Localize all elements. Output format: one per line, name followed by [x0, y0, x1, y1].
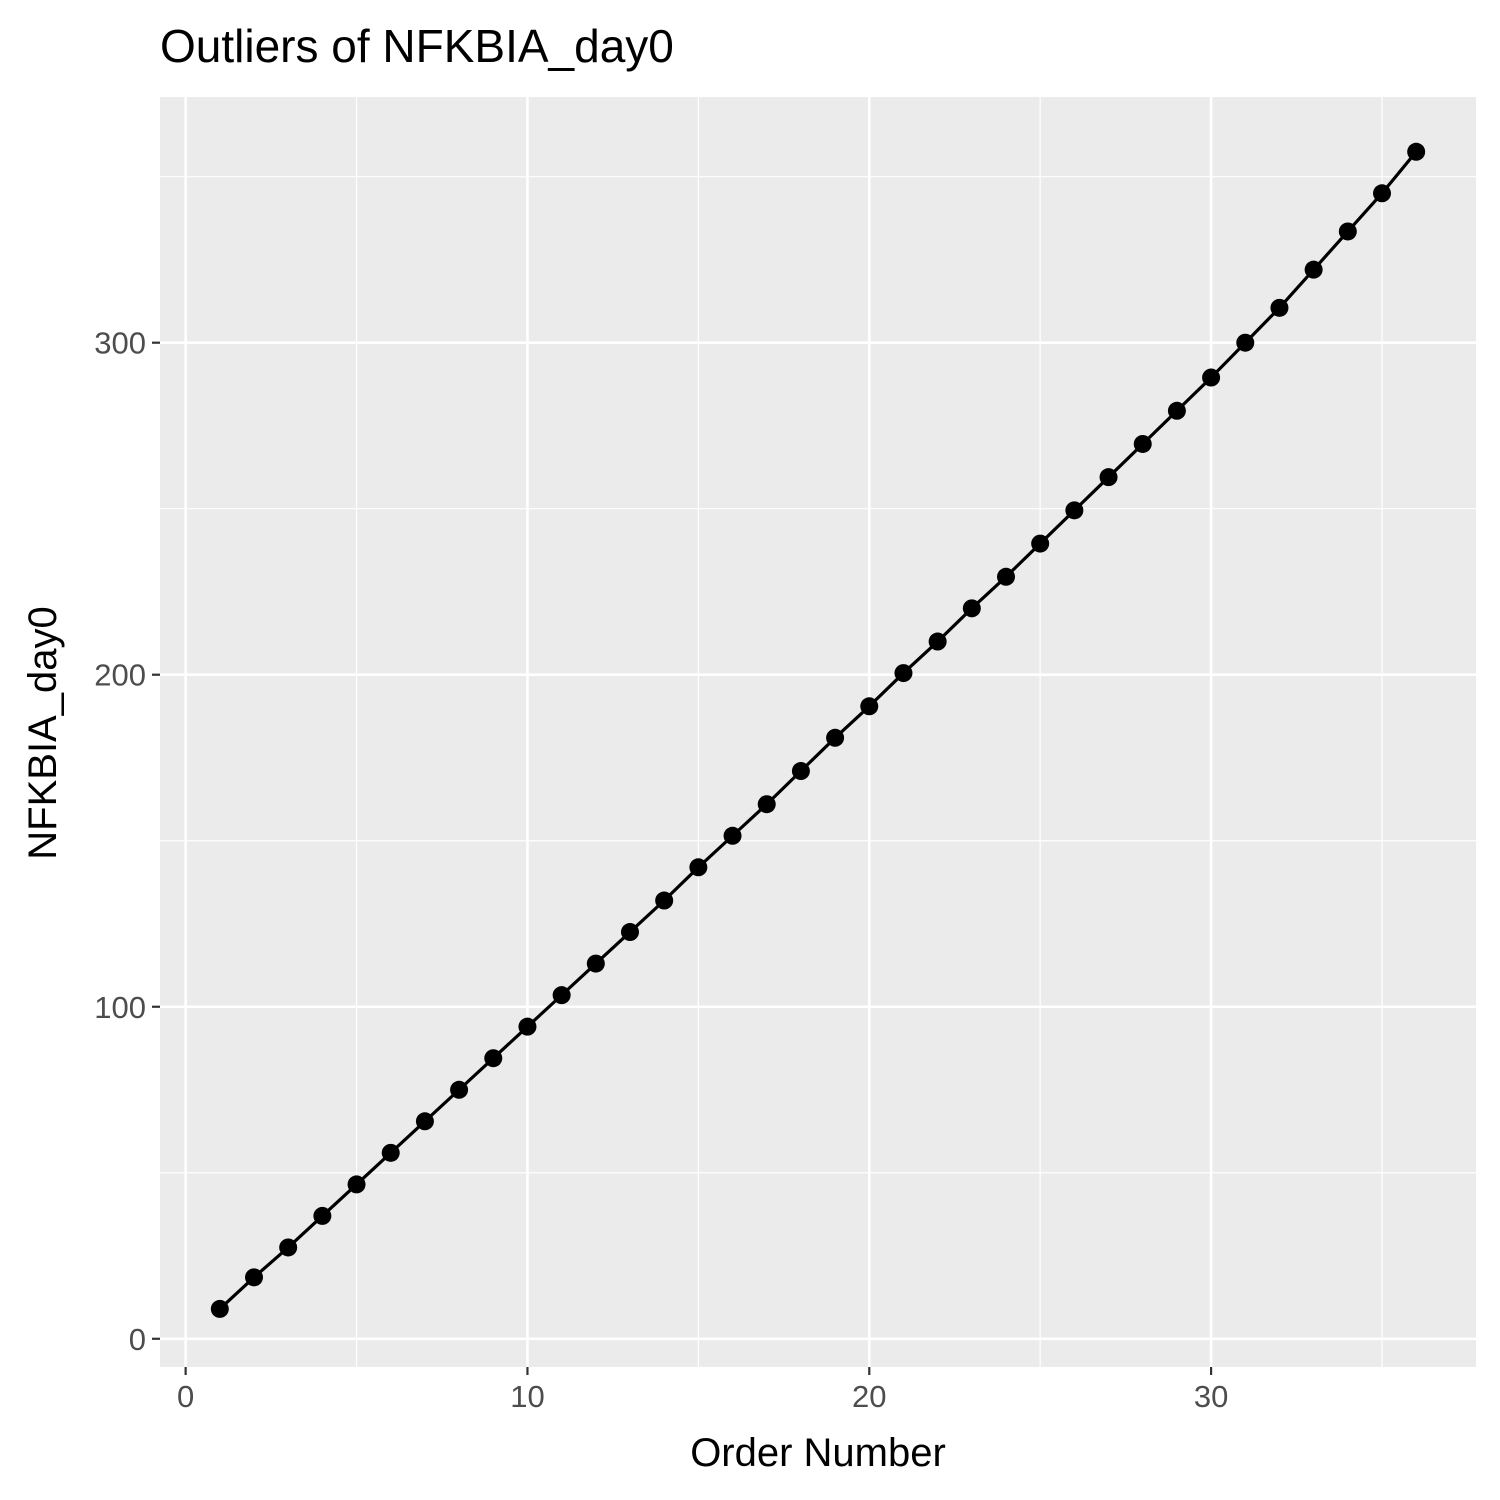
- data-point: [450, 1080, 469, 1099]
- data-point: [1031, 534, 1050, 553]
- major-gridlines: [160, 97, 1476, 1367]
- data-point: [860, 697, 879, 716]
- chart-title: Outliers of NFKBIA_day0: [160, 20, 674, 72]
- data-point: [1338, 222, 1357, 241]
- data-point: [552, 986, 571, 1005]
- data-point: [1202, 368, 1221, 387]
- y-tick-label: 0: [129, 1322, 146, 1357]
- data-point: [1236, 333, 1255, 352]
- data-point: [210, 1299, 229, 1318]
- data-point: [962, 599, 981, 618]
- data-point: [347, 1175, 366, 1194]
- data-point: [1133, 434, 1152, 453]
- data-point: [621, 923, 639, 942]
- y-axis: 0 100 200 300: [94, 326, 160, 1357]
- y-axis-title: NFKBIA_day0: [21, 606, 65, 859]
- x-axis: 0 10 20 30: [177, 1367, 1228, 1414]
- data-point: [313, 1206, 332, 1225]
- data-point: [1373, 184, 1391, 203]
- y-tick-label: 200: [94, 658, 146, 693]
- x-tick-label: 0: [177, 1379, 194, 1414]
- data-point: [1304, 260, 1323, 279]
- data-point: [1099, 468, 1118, 487]
- x-tick-label: 20: [852, 1379, 886, 1414]
- x-tick-label: 10: [510, 1379, 544, 1414]
- data-point: [1167, 401, 1186, 420]
- data-point: [791, 762, 810, 781]
- data-point: [586, 954, 605, 973]
- data-point: [1065, 501, 1084, 520]
- x-tick-label: 30: [1194, 1379, 1228, 1414]
- y-tick-label: 100: [94, 990, 146, 1025]
- data-point: [894, 664, 913, 683]
- data-point: [1270, 298, 1289, 317]
- data-point: [689, 858, 708, 877]
- plot-panel: [160, 97, 1476, 1367]
- data-point: [381, 1143, 400, 1162]
- data-point: [279, 1238, 298, 1257]
- data-point: [757, 795, 776, 814]
- data-point: [245, 1268, 263, 1287]
- data-point: [723, 826, 742, 845]
- data-point: [826, 728, 845, 747]
- data-point: [518, 1017, 537, 1036]
- data-point: [415, 1112, 434, 1131]
- data-point: [484, 1049, 503, 1068]
- data-point: [1407, 142, 1426, 161]
- data-point: [928, 632, 947, 651]
- data-point: [655, 891, 674, 910]
- minor-gridlines: [160, 97, 1476, 1367]
- series-layer: [210, 142, 1426, 1318]
- x-axis-title: Order Number: [690, 1431, 946, 1475]
- y-tick-label: 300: [94, 326, 146, 361]
- data-point: [997, 567, 1015, 586]
